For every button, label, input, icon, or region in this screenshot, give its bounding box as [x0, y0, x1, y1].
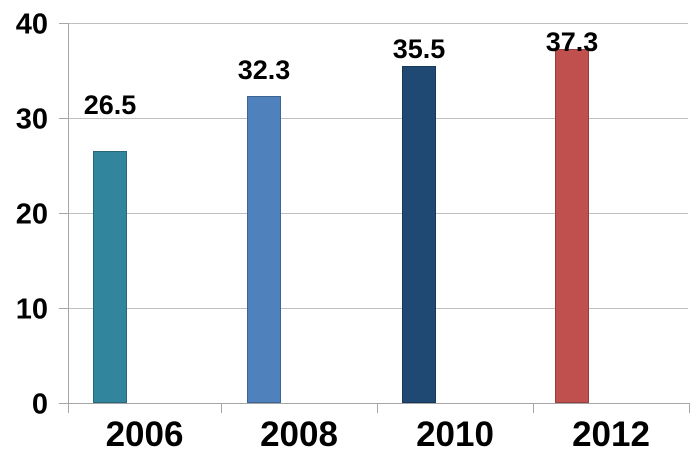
gridline-40 — [68, 23, 688, 24]
y-axis-label-40: 40 — [15, 8, 48, 41]
y-tick-mark-10 — [59, 308, 68, 309]
x-tick-mark-3 — [533, 403, 534, 413]
y-axis-line — [68, 23, 69, 413]
x-tick-mark-4 — [689, 403, 690, 413]
y-tick-mark-40 — [59, 23, 68, 24]
data-label-2010: 35.5 — [392, 33, 446, 64]
y-axis-label-20: 20 — [15, 198, 48, 231]
data-label-2006: 26.5 — [83, 90, 137, 121]
x-axis-label-2012: 2012 — [572, 415, 650, 454]
data-label-2012: 37.3 — [545, 26, 599, 57]
y-tick-mark-0 — [59, 403, 68, 404]
y-axis-label-10: 10 — [15, 293, 48, 326]
bar-2006 — [93, 151, 127, 403]
y-axis-label-30: 30 — [15, 103, 48, 136]
gridline-20 — [68, 213, 688, 214]
y-tick-mark-20 — [59, 213, 68, 214]
y-tick-mark-30 — [59, 118, 68, 119]
data-label-2008: 32.3 — [237, 55, 291, 86]
bar-2010 — [402, 65, 436, 403]
y-axis-label-0: 0 — [31, 388, 48, 421]
bar-2008 — [247, 96, 281, 403]
bar-2012 — [555, 48, 589, 403]
gridline-30 — [68, 118, 688, 119]
x-tick-mark-1 — [221, 403, 222, 413]
x-axis-line — [68, 403, 689, 404]
gridline-10 — [68, 308, 688, 309]
x-axis-label-2008: 2008 — [260, 415, 338, 454]
x-tick-mark-2 — [377, 403, 378, 413]
x-axis-label-2010: 2010 — [416, 415, 494, 454]
x-axis-label-2006: 2006 — [105, 415, 184, 454]
x-tick-mark-0 — [68, 403, 69, 413]
